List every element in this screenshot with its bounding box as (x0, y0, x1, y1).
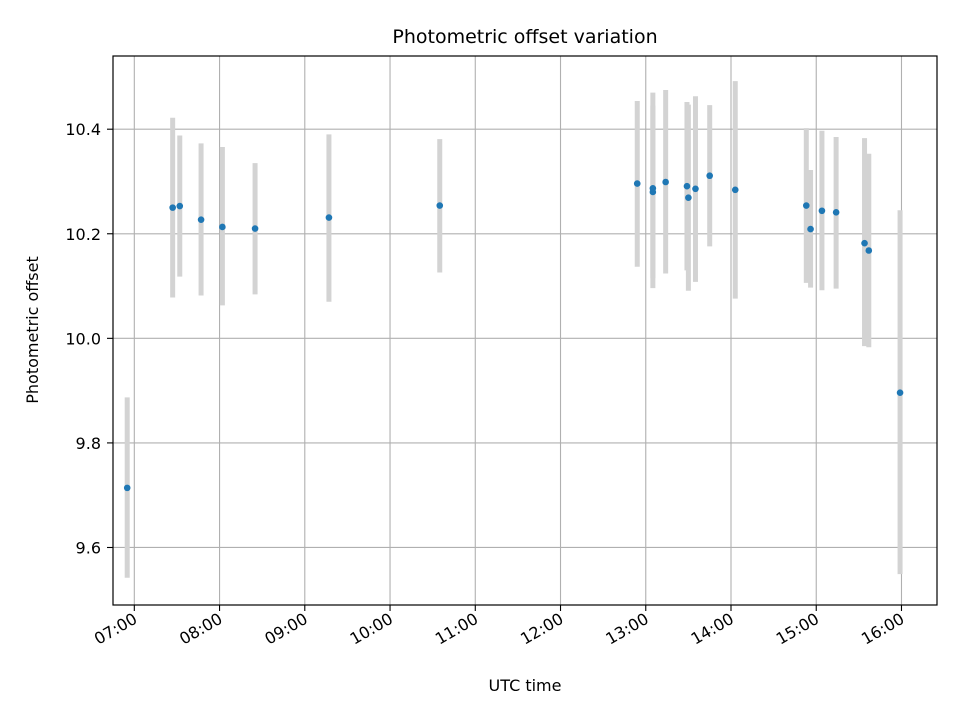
x-axis-label: UTC time (489, 676, 562, 695)
data-point (802, 202, 810, 209)
y-tick-label: 9.6 (76, 538, 101, 557)
data-point (325, 214, 333, 221)
data-point (807, 225, 814, 233)
data-point (219, 223, 226, 231)
y-tick-label: 9.8 (76, 434, 101, 453)
data-point (169, 204, 176, 211)
y-tick-label: 10.0 (65, 329, 101, 348)
data-point (683, 182, 691, 190)
data-point (731, 186, 739, 194)
y-axis: 9.6 9.8 10.0 10.2 10.4 (65, 120, 113, 557)
data-point (706, 172, 713, 180)
y-axis-label: Photometric offset (23, 256, 42, 404)
data-point (251, 225, 259, 232)
data-point (861, 239, 868, 247)
data-point (649, 184, 657, 192)
data-point (633, 180, 641, 187)
plot-frame (112, 55, 938, 606)
data-point (685, 194, 692, 201)
data-point (436, 202, 444, 209)
data-point (662, 178, 669, 186)
data-point (123, 484, 131, 492)
data-points (123, 172, 904, 492)
data-point (896, 389, 904, 397)
y-tick-label: 10.4 (65, 120, 101, 139)
y-tick-label: 10.2 (65, 225, 101, 244)
data-point (818, 207, 826, 215)
chart-title: Photometric offset variation (392, 26, 657, 48)
data-point (692, 185, 699, 193)
data-point (197, 216, 205, 223)
data-point (176, 202, 184, 210)
data-point (865, 247, 873, 254)
data-point (832, 209, 840, 216)
